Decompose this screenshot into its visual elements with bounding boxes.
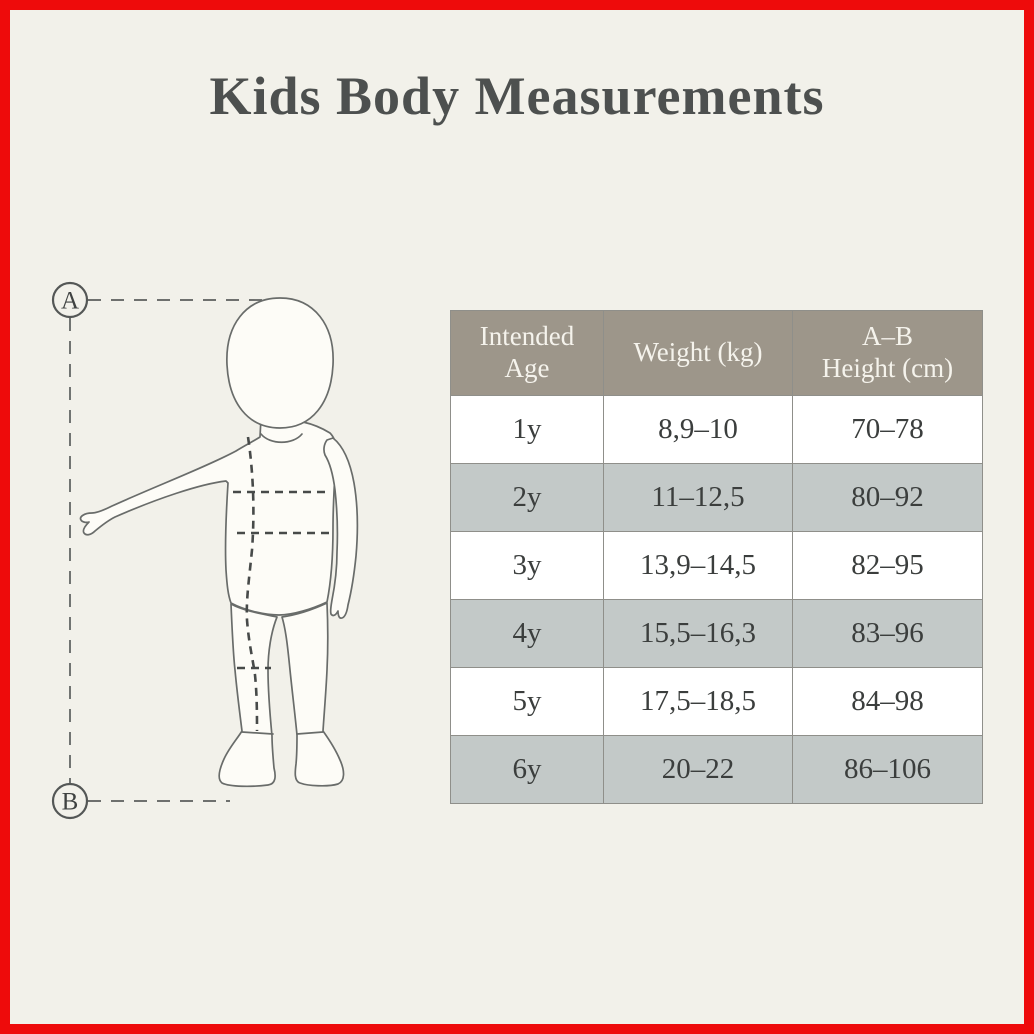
marker-b-badge: B — [51, 782, 89, 820]
weight-cell: 8,9–10 — [603, 395, 793, 464]
height-cell: 83–96 — [792, 599, 983, 668]
age-cell: 6y — [450, 735, 604, 804]
table-header-row: Intended Age Weight (kg) A–B Height (cm) — [450, 310, 983, 396]
marker-a-badge: A — [51, 281, 89, 319]
table-row: 6y 20–22 86–106 — [450, 735, 983, 804]
table-row: 4y 15,5–16,3 83–96 — [450, 599, 983, 668]
center-length-dash — [245, 436, 259, 732]
age-cell: 5y — [450, 667, 604, 736]
table-row: 2y 11–12,5 80–92 — [450, 463, 983, 532]
marker-a-label: A — [61, 288, 79, 315]
col-header-intended-age: Intended Age — [450, 310, 604, 396]
height-cell: 80–92 — [792, 463, 983, 532]
weight-cell: 20–22 — [603, 735, 793, 804]
table-row: 5y 17,5–18,5 84–98 — [450, 667, 983, 736]
marker-b-label: B — [62, 789, 79, 816]
body-measurement-diagram: A B — [51, 281, 359, 820]
age-cell: 3y — [450, 531, 604, 600]
age-cell: 4y — [450, 599, 604, 668]
age-cell: 1y — [450, 395, 604, 464]
table-row: 3y 13,9–14,5 82–95 — [450, 531, 983, 600]
age-cell: 2y — [450, 463, 604, 532]
height-cell: 86–106 — [792, 735, 983, 804]
height-cell: 70–78 — [792, 395, 983, 464]
size-table: Intended Age Weight (kg) A–B Height (cm)… — [450, 310, 983, 804]
table-row: 1y 8,9–10 70–78 — [450, 395, 983, 464]
height-cell: 82–95 — [792, 531, 983, 600]
weight-cell: 17,5–18,5 — [603, 667, 793, 736]
height-cell: 84–98 — [792, 667, 983, 736]
weight-cell: 15,5–16,3 — [603, 599, 793, 668]
child-figure-icon — [79, 297, 359, 788]
weight-cell: 11–12,5 — [603, 463, 793, 532]
col-header-height: A–B Height (cm) — [792, 310, 983, 396]
col-header-weight: Weight (kg) — [603, 310, 793, 396]
page-title: Kids Body Measurements — [209, 66, 825, 126]
weight-cell: 13,9–14,5 — [603, 531, 793, 600]
